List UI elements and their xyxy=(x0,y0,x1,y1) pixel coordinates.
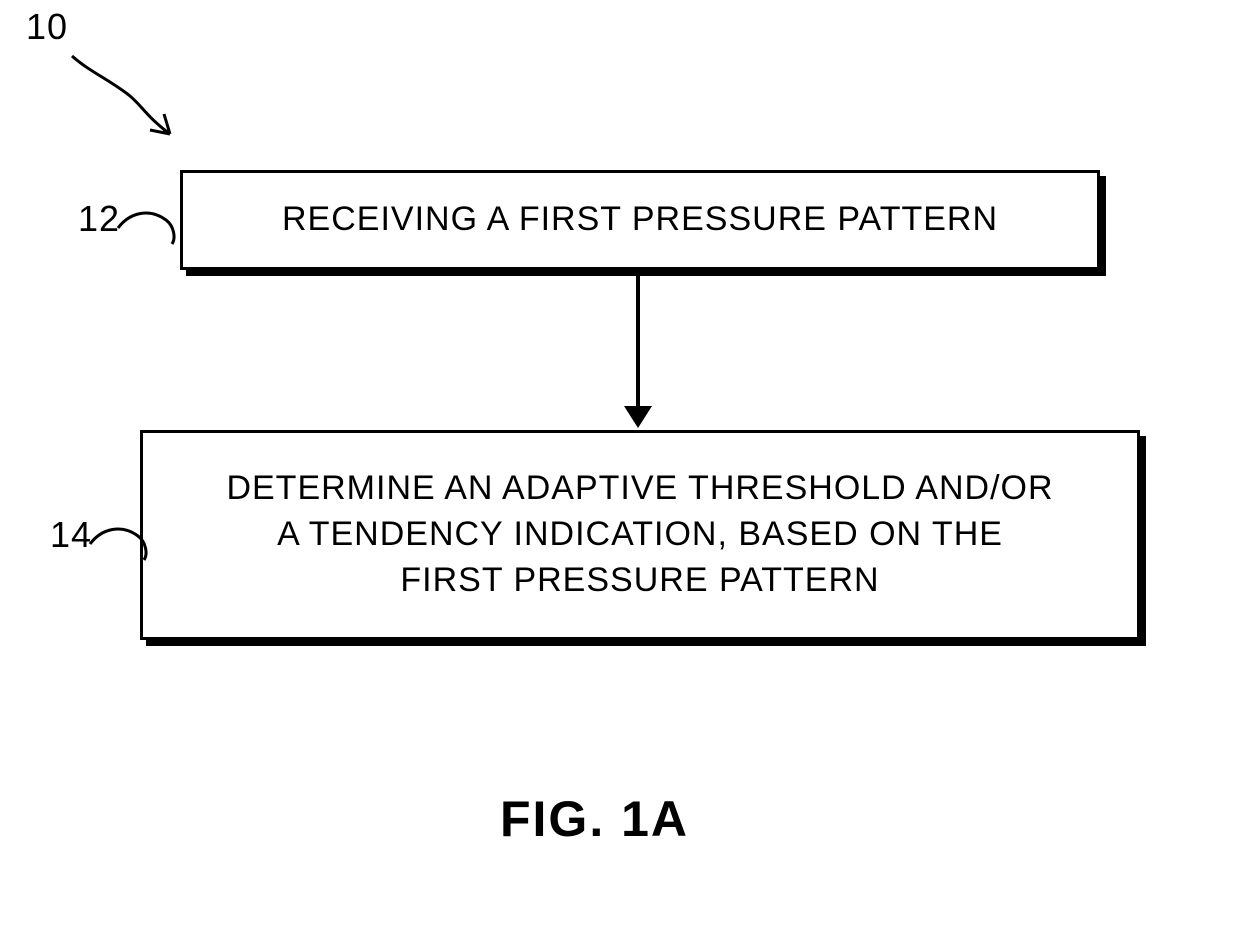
arrow-shaft xyxy=(636,276,640,408)
box-14: DETERMINE AN ADAPTIVE THRESHOLD AND/OR A… xyxy=(140,430,1140,640)
arrow-head xyxy=(624,406,652,428)
box-12-text: RECEIVING A FIRST PRESSURE PATTERN xyxy=(282,197,998,243)
box-12: RECEIVING A FIRST PRESSURE PATTERN xyxy=(180,170,1100,270)
figure-caption: FIG. 1A xyxy=(500,790,689,848)
box-14-wrap: DETERMINE AN ADAPTIVE THRESHOLD AND/OR A… xyxy=(140,430,1140,640)
box-12-wrap: RECEIVING A FIRST PRESSURE PATTERN xyxy=(180,170,1100,270)
box-14-text: DETERMINE AN ADAPTIVE THRESHOLD AND/OR A… xyxy=(226,466,1053,604)
squiggle-14 xyxy=(0,0,200,620)
figure-canvas: 10 RECEIVING A FIRST PRESSURE PATTERN 12… xyxy=(0,0,1240,934)
